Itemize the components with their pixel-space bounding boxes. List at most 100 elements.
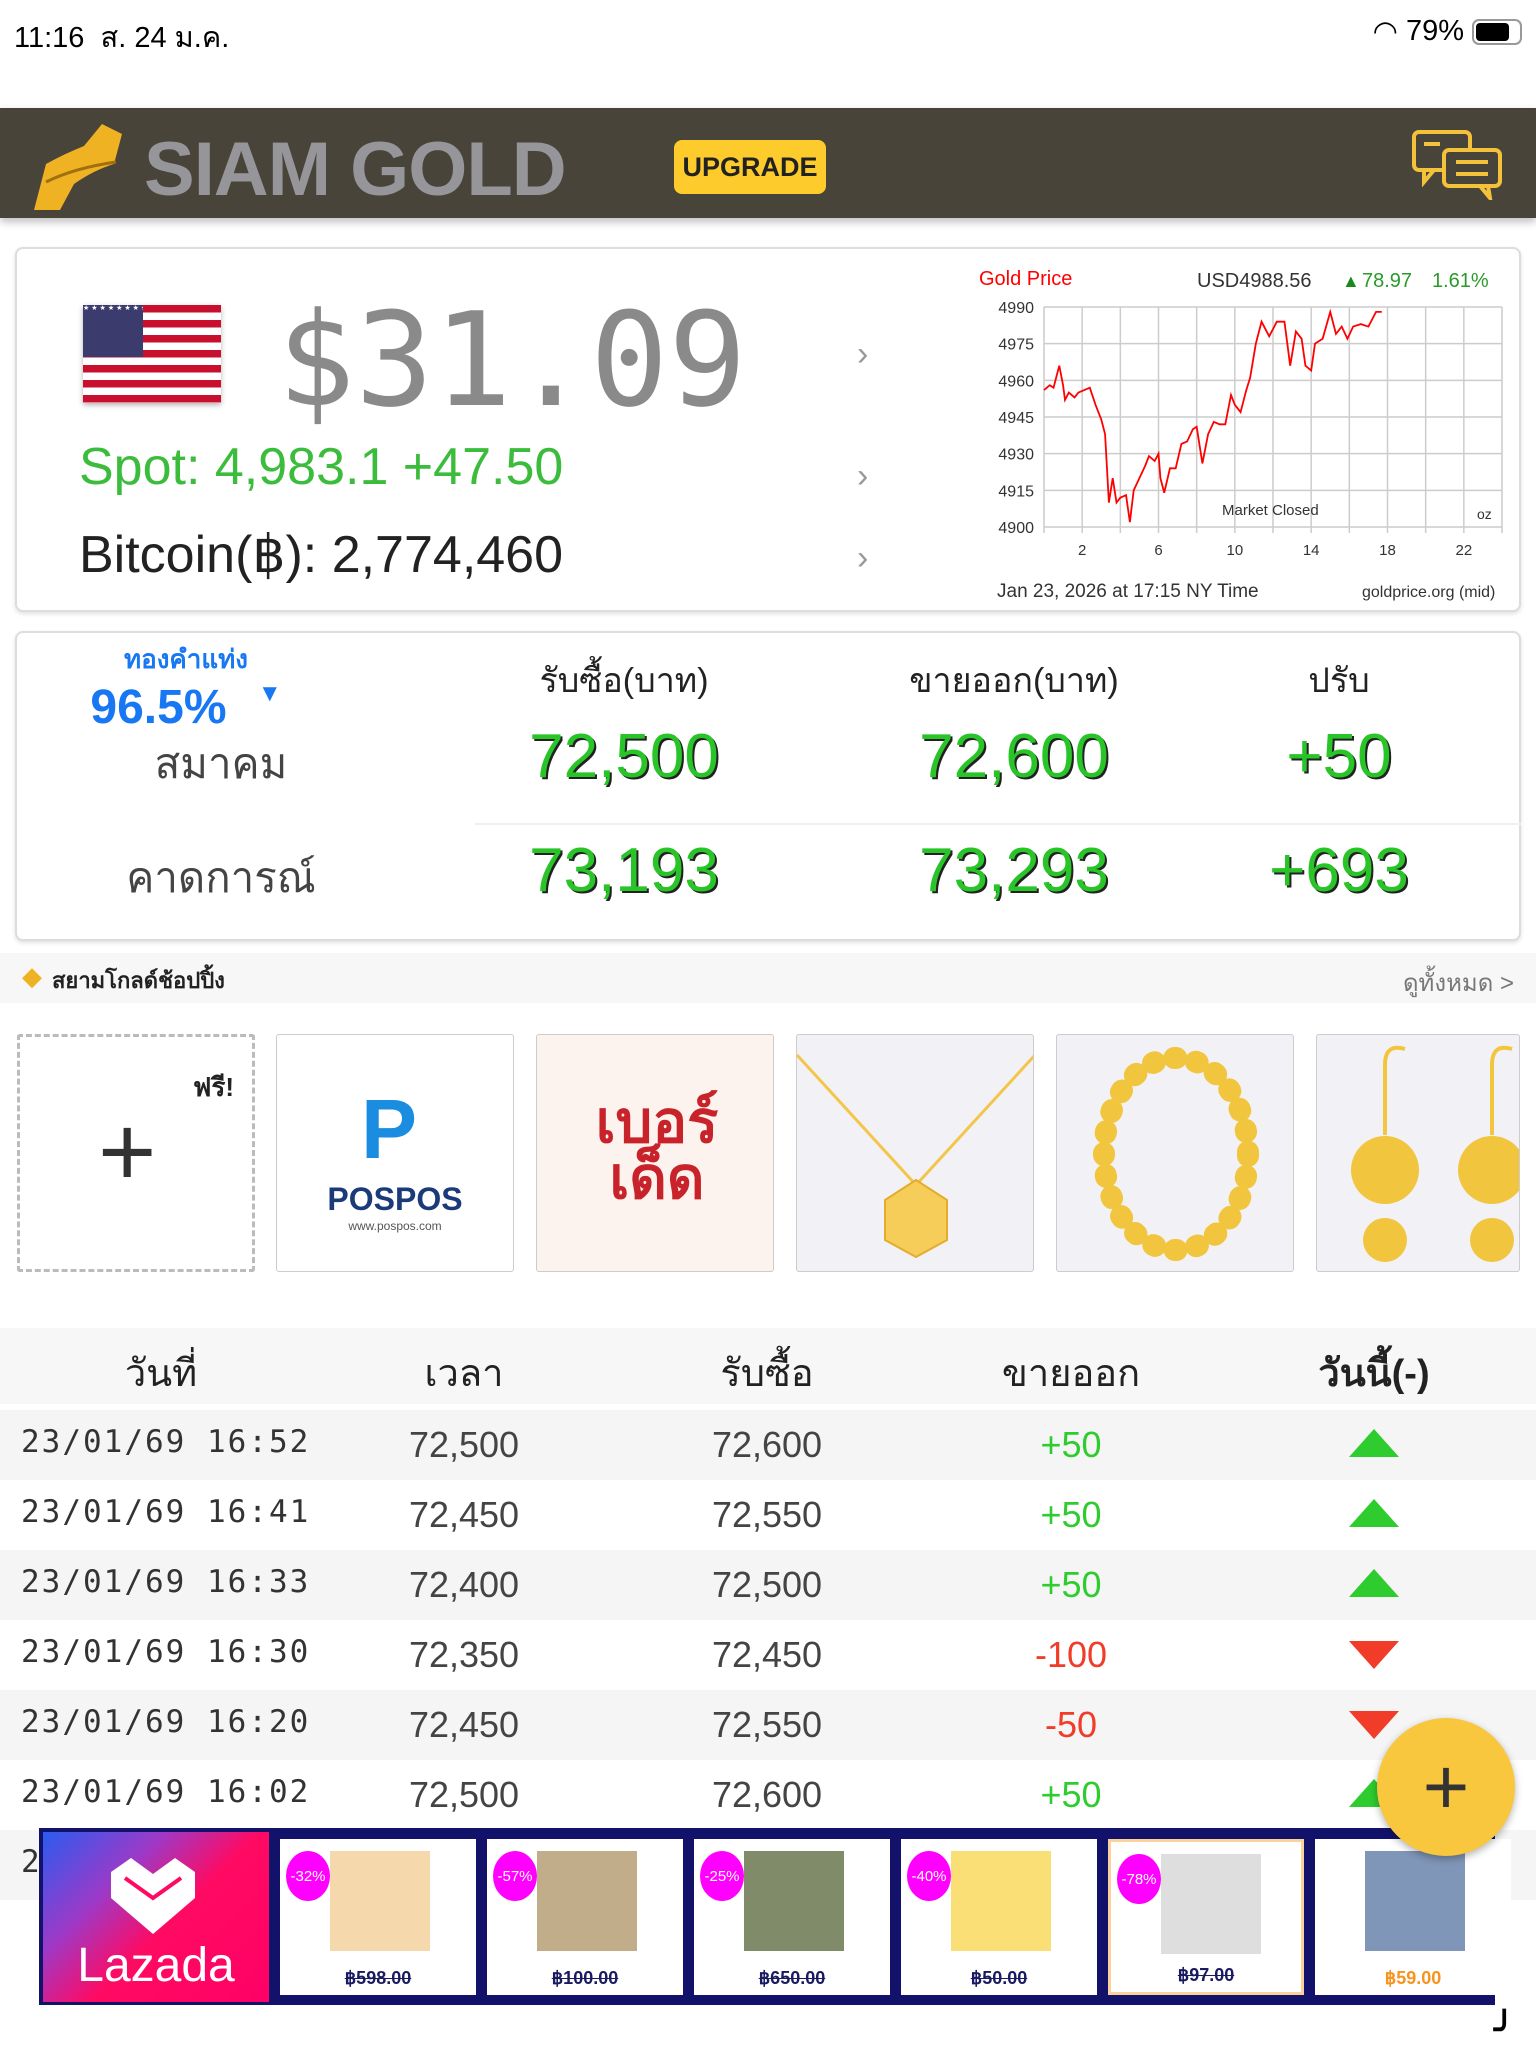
row-buy: 72,450 <box>408 1494 520 1535</box>
chart-source: goldprice.org (mid) <box>1362 584 1495 601</box>
lazada-product-card[interactable]: -40% ฿50.00 <box>901 1839 1097 1995</box>
shop-tile-pospos[interactable]: P POSPOS www.pospos.com <box>276 1034 514 1272</box>
chart-timestamp: Jan 23, 2026 at 17:15 NY Time <box>997 581 1259 602</box>
row-datetime: 23/01/69 16:33 <box>21 1564 311 1600</box>
product-price: ฿650.00 <box>758 1968 826 1988</box>
gold-type-label: ทองคำแท่ง <box>123 644 249 674</box>
lazada-product-card[interactable]: -57% ฿100.00 <box>487 1839 683 1995</box>
table-row: 23/01/69 16:52 72,500 72,600 +50 <box>0 1410 1536 1480</box>
lazada-product-card[interactable]: -78% ฿97.00 <box>1108 1839 1304 1995</box>
th-buy: รับซื้อ <box>720 1353 814 1395</box>
chart-change: 78.97 <box>1362 270 1412 292</box>
row-datetime: 23/01/69 16:41 <box>21 1494 311 1530</box>
row-buy: 72,350 <box>408 1634 520 1675</box>
row-change: +50 <box>1040 1494 1102 1535</box>
bracelet-image <box>1093 1047 1259 1261</box>
th-today[interactable]: วันนี้(-) <box>1318 1353 1430 1395</box>
x-tick-label: 10 <box>1226 542 1243 559</box>
row-datetime: 23/01/69 16:52 <box>21 1424 311 1460</box>
y-tick-label: 4945 <box>998 410 1034 427</box>
resize-handle-icon[interactable]: ╯ <box>1494 2011 1515 2049</box>
trend-up-icon <box>1349 1429 1399 1457</box>
y-tick-label: 4900 <box>998 520 1034 537</box>
silver-price-display[interactable]: $31.09 <box>277 284 747 436</box>
row-sell: 72,600 <box>711 1424 823 1465</box>
us-flag-icon: ★★★★★★★★★★★★★★★★★★★★★★★★★★★★★★★★★★★★★★★★… <box>83 305 221 403</box>
chevron-right-icon[interactable]: › <box>857 539 869 577</box>
status-date: ส. 24 ม.ค. <box>100 22 230 54</box>
gold-type-selector[interactable]: ทองคำแท่ง 96.5% ▼ <box>71 639 371 735</box>
upgrade-button[interactable]: UPGRADE <box>674 140 826 194</box>
row-buy: 72,500 <box>408 1774 520 1815</box>
product-price: ฿598.00 <box>344 1968 412 1988</box>
add-shop-tile[interactable]: ฟรี! + <box>17 1034 255 1272</box>
table-row: 23/01/69 16:30 72,350 72,450 -100 <box>0 1620 1536 1690</box>
col-sell-header: ขายออก(บาท) <box>909 662 1119 700</box>
gold-price-line <box>1043 308 1382 523</box>
lazada-product-card[interactable]: -32% ฿598.00 <box>280 1839 476 1995</box>
app-header: SIAM GOLD UPGRADE <box>0 108 1536 218</box>
berded-logo: เบอร์เด็ด <box>595 1090 719 1211</box>
up-arrow-icon: ▲ <box>1342 271 1360 291</box>
th-sell: ขายออก <box>1001 1353 1141 1395</box>
spot-price[interactable]: Spot: 4,983.1 +47.50 <box>79 438 564 496</box>
lazada-ad-banner[interactable]: Lazada -32% ฿598.00 -57% ฿100.00 -25% ฿6… <box>39 1828 1511 2005</box>
status-bar: 11:16 ส. 24 ม.ค. ◠ 79% <box>0 0 1536 70</box>
shopping-header: ◆ สยามโกลด์ช้อปปิ้ง ดูทั้งหมด > <box>0 953 1536 1003</box>
row-buy: 72,400 <box>408 1564 520 1605</box>
discount-badge: -25% <box>700 1851 744 1901</box>
discount-badge: -40% <box>907 1851 951 1901</box>
col-buy-header: รับซื้อ(บาท) <box>539 662 709 700</box>
row-sell: 72,450 <box>711 1634 823 1675</box>
lazada-heart-icon <box>111 1858 195 1934</box>
product-image <box>951 1851 1051 1951</box>
product-price: ฿59.00 <box>1384 1968 1442 1988</box>
trend-up-icon <box>1349 1569 1399 1597</box>
shopping-title: สยามโกลด์ช้อปปิ้ง <box>52 968 225 993</box>
product-price: ฿50.00 <box>970 1968 1028 1988</box>
siam-gold-logo-icon: ◆ <box>22 961 42 991</box>
chart-title: Gold Price <box>979 268 1072 290</box>
plus-icon: + <box>98 1096 157 1208</box>
wifi-icon: ◠ <box>1372 16 1398 48</box>
shop-tile-berded[interactable]: เบอร์เด็ด <box>536 1034 774 1272</box>
chevron-right-icon[interactable]: › <box>857 335 869 373</box>
product-price: ฿97.00 <box>1177 1965 1235 1985</box>
lazada-logo[interactable]: Lazada <box>43 1832 269 2002</box>
row-date-partial: 2 <box>21 1844 42 1880</box>
row-change: -50 <box>1044 1704 1098 1745</box>
row-change: -100 <box>1034 1634 1108 1675</box>
lazada-product-card[interactable]: ฿59.00 <box>1315 1839 1511 1995</box>
row-sell: 72,500 <box>711 1564 823 1605</box>
table-row: 23/01/69 16:20 72,450 72,550 -50 <box>0 1690 1536 1760</box>
spot-price-card: ★★★★★★★★★★★★★★★★★★★★★★★★★★★★★★★★★★★★★★★★… <box>15 247 1521 612</box>
pospos-name: POSPOS <box>327 1181 463 1217</box>
discount-badge: -57% <box>493 1851 537 1901</box>
table-row: 23/01/69 16:41 72,450 72,550 +50 <box>0 1480 1536 1550</box>
bitcoin-price[interactable]: Bitcoin(฿): 2,774,460 <box>79 526 564 584</box>
shop-tile-bracelet[interactable] <box>1056 1034 1294 1272</box>
row-datetime: 23/01/69 16:02 <box>21 1774 311 1810</box>
gold-price-chart[interactable]: Gold Price USD4988.56 ▲ 78.97 1.61% 4990… <box>957 257 1517 602</box>
gold-purity: 96.5% <box>90 681 227 734</box>
chevron-right-icon[interactable]: › <box>857 457 869 495</box>
y-tick-label: 4960 <box>998 373 1034 390</box>
y-tick-label: 4990 <box>998 300 1034 317</box>
chart-price: USD4988.56 <box>1197 270 1312 292</box>
trend-down-icon <box>1349 1641 1399 1669</box>
add-fab-button[interactable]: + <box>1377 1718 1515 1856</box>
x-tick-label: 6 <box>1154 542 1162 559</box>
pospos-url: www.pospos.com <box>348 1219 442 1233</box>
trend-up-icon <box>1349 1499 1399 1527</box>
thai-gold-price-card: ทองคำแท่ง 96.5% ▼ รับซื้อ(บาท) ขายออก(บา… <box>15 631 1521 941</box>
battery-icon <box>1472 18 1522 45</box>
row-buy: 72,500 <box>408 1424 520 1465</box>
forecast-change: +693 <box>1269 836 1409 905</box>
shop-tile-earrings[interactable] <box>1316 1034 1520 1272</box>
lazada-product-card[interactable]: -25% ฿650.00 <box>694 1839 890 1995</box>
see-all-link[interactable]: ดูทั้งหมด > <box>1402 970 1514 997</box>
row-change: +50 <box>1040 1564 1102 1605</box>
shop-tile-necklace[interactable] <box>796 1034 1034 1272</box>
chat-icon[interactable] <box>1410 128 1510 200</box>
free-badge: ฟรี! <box>192 1072 234 1102</box>
